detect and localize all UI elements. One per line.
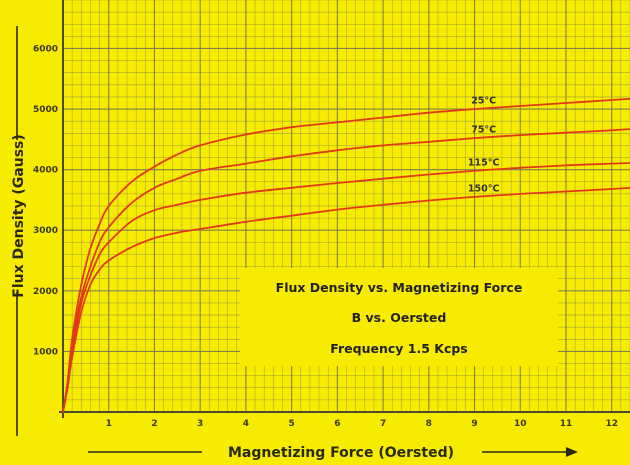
x-tick-label: 1: [106, 419, 112, 429]
x-tick-label: 7: [380, 419, 386, 429]
series-label: 150°C: [468, 183, 500, 194]
series-label: 115°C: [468, 157, 500, 168]
series-curve: [62, 186, 630, 413]
x-tick-label: 4: [243, 419, 249, 429]
y-tick-label: 6000: [33, 44, 58, 54]
y-tick-labels: 1000 2000 3000 4000 5000 6000: [33, 44, 58, 357]
x-tick-label: 8: [426, 419, 432, 429]
x-tick-label: 6: [334, 419, 340, 429]
x-tick-labels: 1 2 3 4 5 6 7 8 9 10 11 12: [106, 419, 618, 429]
x-tick-label: 9: [471, 419, 477, 429]
series-label: 75°C: [471, 125, 496, 136]
x-axis-title-group: Magnetizing Force (Oersted): [88, 445, 578, 461]
series-labels: 25°C 75°C 115°C 150°C: [468, 95, 500, 194]
title-box: [240, 268, 558, 366]
y-axis-title-group: Flux Density (Gauss): [11, 26, 27, 436]
arrow-right-icon: [566, 447, 578, 457]
x-tick-label: 11: [560, 419, 573, 429]
y-axis-title: Flux Density (Gauss): [11, 134, 27, 298]
y-tick-label: 2000: [33, 287, 58, 297]
x-tick-label: 2: [151, 419, 157, 429]
series-curves: [62, 97, 630, 413]
x-tick-label: 12: [605, 419, 618, 429]
axes: [59, 0, 630, 418]
x-tick-label: 5: [288, 419, 294, 429]
series-curve: [62, 128, 630, 413]
series-curve: [62, 97, 630, 413]
series-label: 25°C: [471, 95, 496, 106]
x-tick-label: 3: [197, 419, 203, 429]
y-tick-label: 3000: [33, 226, 58, 236]
y-tick-label: 5000: [33, 105, 58, 115]
chart-title-line-2: B vs. Oersted: [352, 310, 447, 325]
chart-title-line-1: Flux Density vs. Magnetizing Force: [276, 280, 523, 295]
series-curve: [62, 162, 630, 413]
chart-title-line-3: Frequency 1.5 Kcps: [330, 341, 468, 356]
x-axis-title: Magnetizing Force (Oersted): [228, 445, 454, 461]
y-tick-label: 4000: [33, 166, 58, 176]
y-tick-label: 1000: [33, 347, 58, 357]
x-tick-label: 10: [514, 419, 527, 429]
